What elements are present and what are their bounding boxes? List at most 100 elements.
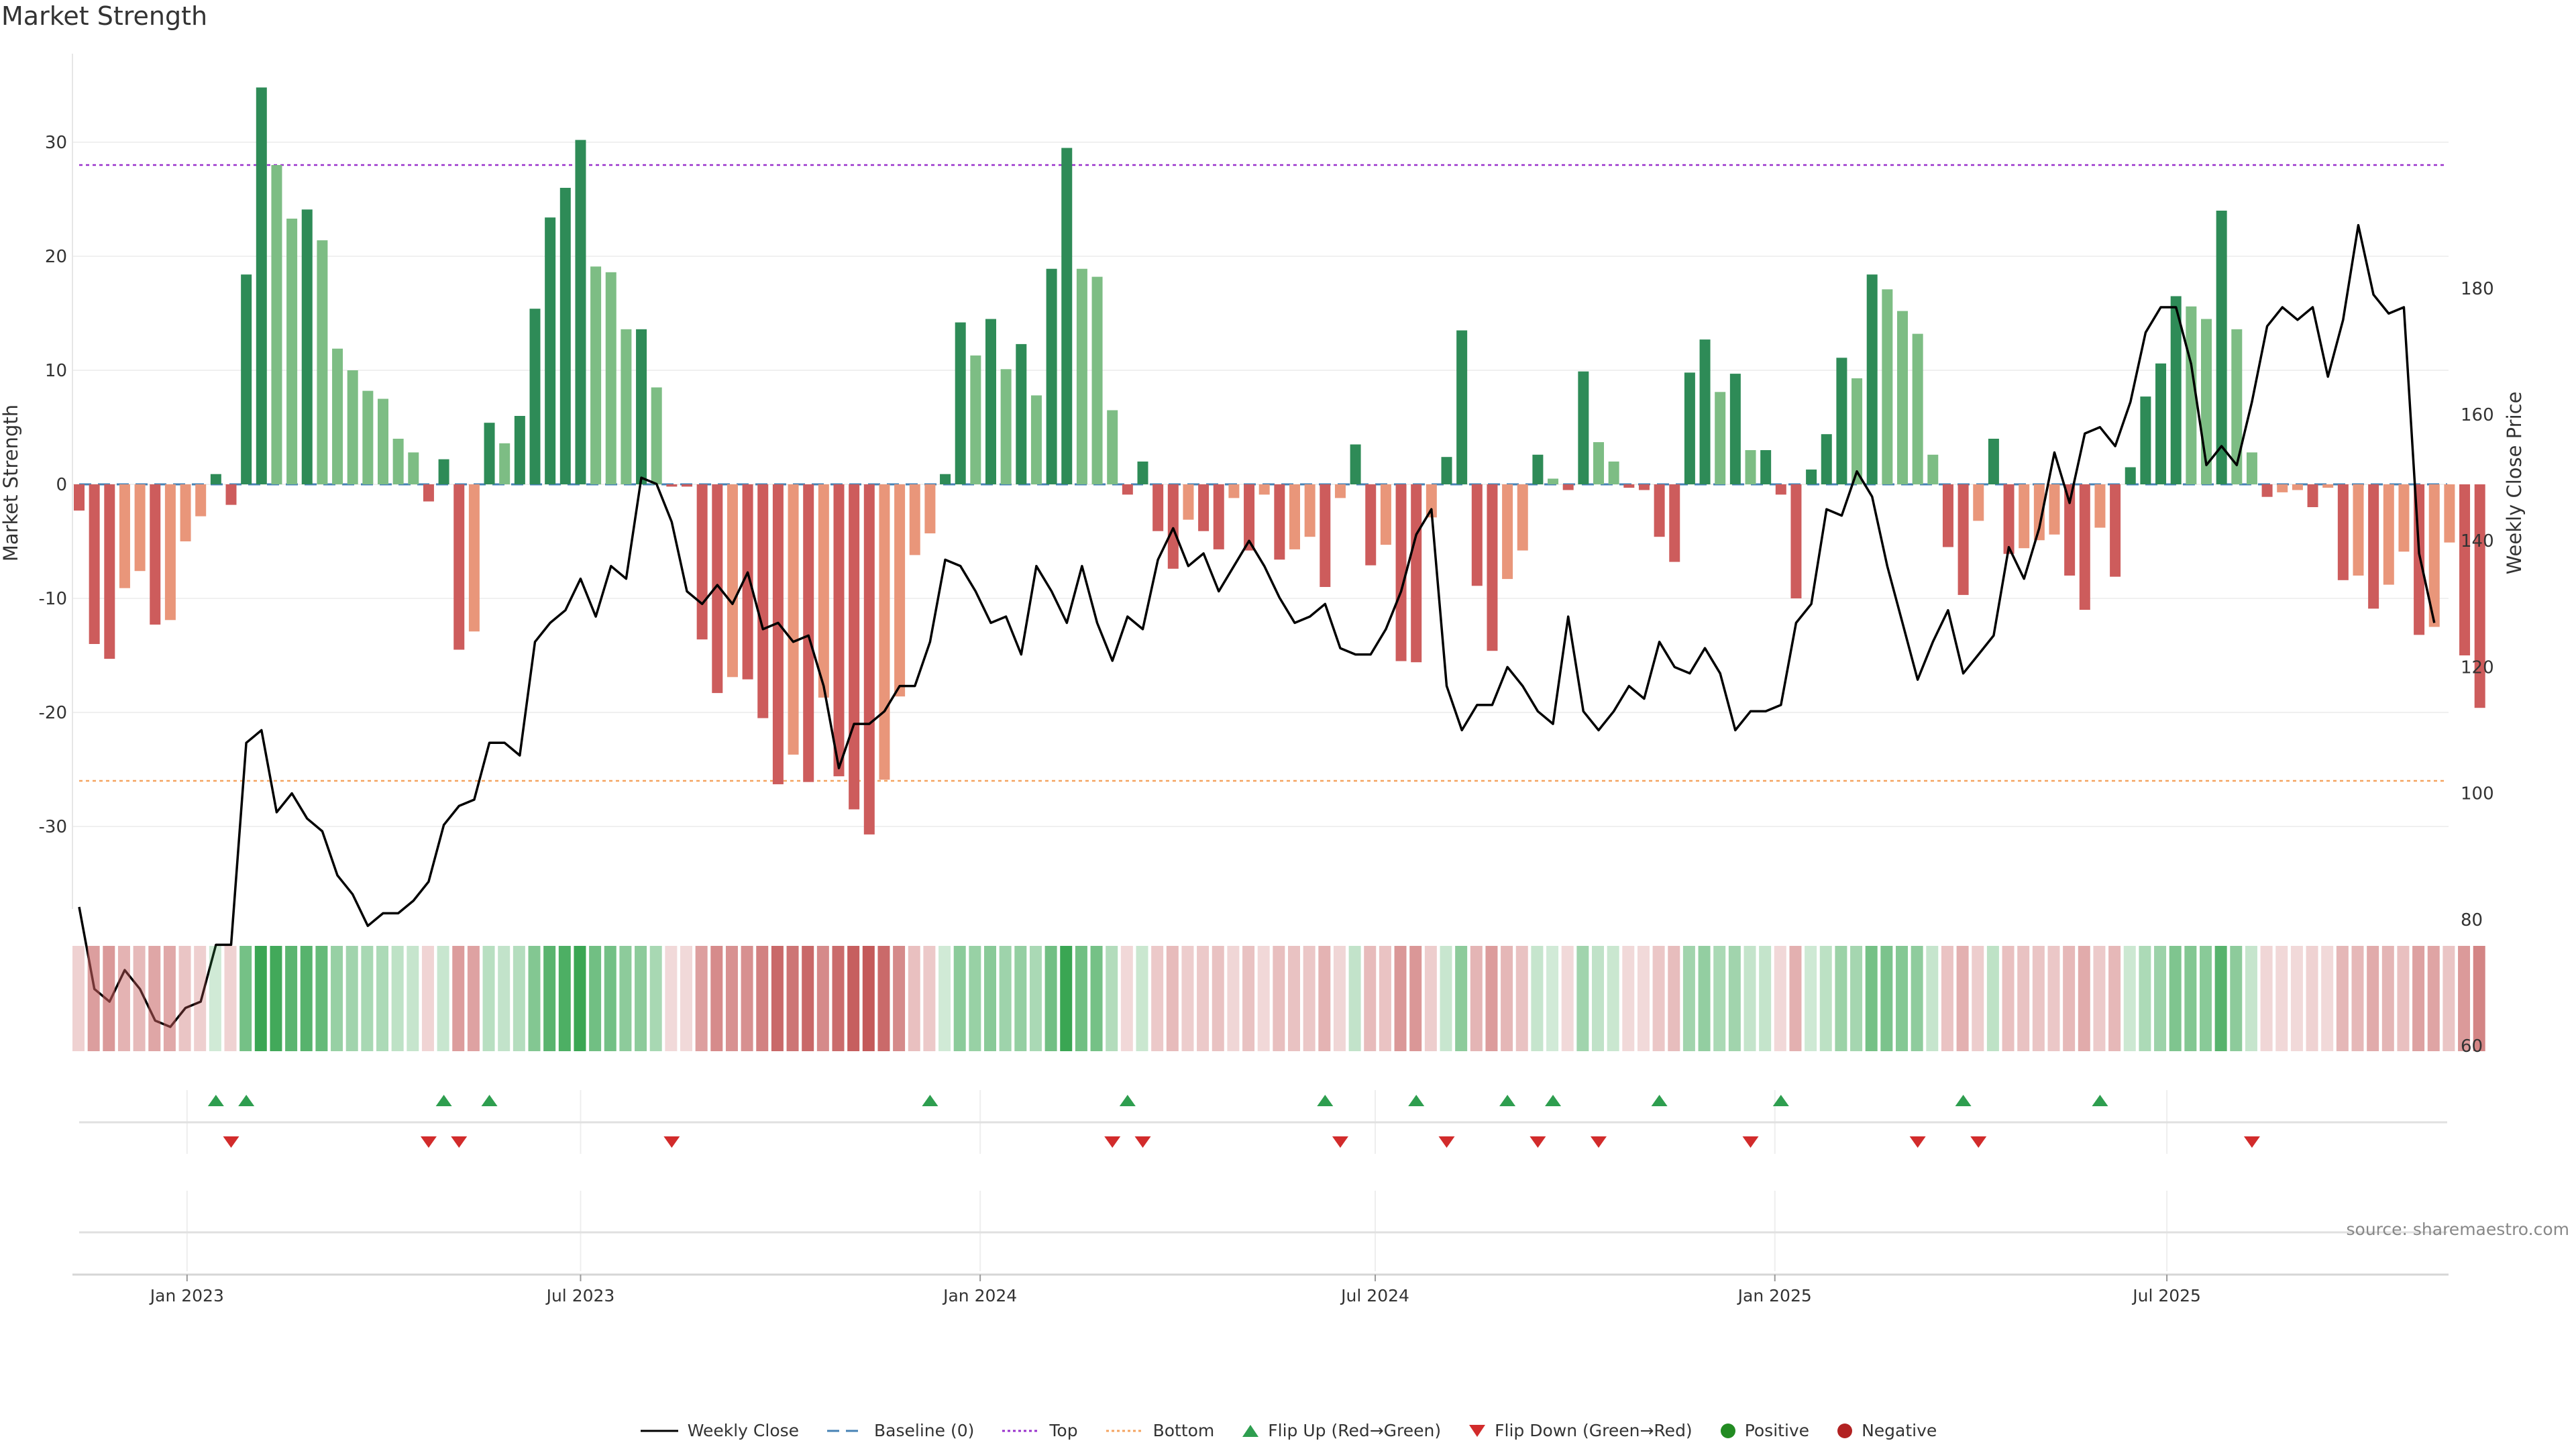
strength-bar: [788, 484, 799, 755]
strength-heat-strip: [72, 946, 2485, 1051]
heat-cell: [893, 946, 906, 1051]
strength-bar: [1851, 378, 1863, 484]
heat-cell: [1865, 946, 1878, 1051]
strength-bar: [1365, 484, 1377, 566]
heat-cell: [1197, 946, 1210, 1051]
heat-cell: [163, 946, 176, 1051]
heat-cell: [1926, 946, 1939, 1051]
flip-up-marker: [435, 1095, 452, 1106]
flip-down-marker: [1909, 1136, 1926, 1148]
strength-bar: [1213, 484, 1224, 549]
heat-cell: [2427, 946, 2440, 1051]
heat-cell: [1850, 946, 1863, 1051]
heat-cell: [802, 946, 814, 1051]
heat-cell: [1333, 946, 1346, 1051]
strength-bar: [2003, 484, 2015, 554]
heat-cell: [300, 946, 313, 1051]
strength-bar: [2307, 484, 2318, 507]
strength-bar: [1532, 454, 1544, 484]
strength-bar: [2216, 211, 2227, 484]
heat-cell: [1014, 946, 1027, 1051]
flip-up-marker: [1317, 1095, 1334, 1106]
strength-bar: [2459, 484, 2471, 655]
strength-bar: [89, 484, 100, 644]
y2-tick-label: 120: [2461, 657, 2494, 678]
strength-bar: [1912, 333, 1923, 484]
heat-cell: [315, 946, 328, 1051]
flip-down-marker: [2243, 1136, 2260, 1148]
heat-cell: [407, 946, 419, 1051]
strength-bar: [301, 209, 313, 484]
heat-cell: [1288, 946, 1300, 1051]
heat-cell: [2184, 946, 2197, 1051]
strength-bar: [1198, 484, 1210, 531]
strength-bar: [408, 452, 419, 484]
strength-bar: [682, 484, 692, 487]
strength-bar: [2368, 484, 2379, 609]
heat-cell: [2032, 946, 2045, 1051]
strength-bar: [833, 484, 845, 777]
heat-cell: [467, 946, 480, 1051]
strength-bar: [1745, 450, 1756, 484]
strength-bar: [970, 355, 981, 484]
heat-cell: [1136, 946, 1148, 1051]
heat-cell: [2078, 946, 2090, 1051]
strength-bar: [286, 218, 298, 484]
strength-bar: [1061, 148, 1073, 484]
strength-bar: [378, 398, 388, 484]
strength-bar: [1076, 268, 1087, 484]
strength-bar: [1699, 339, 1711, 484]
heat-cell: [2108, 946, 2121, 1051]
strength-bar: [1578, 371, 1589, 484]
heat-cell: [1060, 946, 1073, 1051]
heat-cell: [2093, 946, 2106, 1051]
heat-cell: [756, 946, 769, 1051]
heat-cell: [178, 946, 191, 1051]
strength-bar: [1046, 268, 1057, 484]
heat-cell: [832, 946, 845, 1051]
strength-bar: [2079, 484, 2090, 610]
strength-bar: [1897, 311, 1908, 484]
x-tick-label: Jan 2023: [149, 1286, 224, 1305]
heat-cell: [194, 946, 207, 1051]
heat-cell: [695, 946, 708, 1051]
heat-cell: [1986, 946, 1999, 1051]
strength-bar: [772, 484, 784, 785]
strength-bar: [955, 322, 966, 484]
strength-bar: [696, 484, 708, 640]
legend-label: Negative: [1862, 1421, 1937, 1440]
heat-cell: [725, 946, 738, 1051]
strength-bar: [924, 484, 936, 534]
strength-bar: [666, 484, 678, 487]
flip-down-marker: [223, 1136, 239, 1148]
strength-bar: [636, 329, 647, 484]
strength-bar: [1623, 484, 1635, 488]
heat-cell: [361, 946, 374, 1051]
heat-cell: [1698, 946, 1711, 1051]
heat-cell: [1515, 946, 1528, 1051]
heat-cell: [1394, 946, 1407, 1051]
strength-bar: [545, 217, 556, 484]
legend-label: Bottom: [1152, 1421, 1215, 1440]
heat-cell: [1759, 946, 1772, 1051]
strength-bar: [1380, 484, 1391, 545]
flip-down-marker: [1970, 1136, 1987, 1148]
source-label: source: sharemaestro.com: [2346, 1220, 2570, 1239]
flip-up-marker: [1651, 1095, 1668, 1106]
strength-bar: [1775, 484, 1786, 495]
heat-cell: [1835, 946, 1847, 1051]
legend-item-negative: Negative: [1836, 1421, 1937, 1440]
x-tick-label: Jul 2025: [2131, 1286, 2201, 1305]
heat-cell: [376, 946, 388, 1051]
axes: [72, 54, 2449, 1276]
heat-cell: [786, 946, 799, 1051]
heat-cell: [2063, 946, 2076, 1051]
strength-bar: [1183, 484, 1194, 520]
heat-cell: [1106, 946, 1118, 1051]
heat-cell: [498, 946, 511, 1051]
flip-up-marker: [207, 1095, 224, 1106]
strength-bar: [134, 484, 146, 572]
strength-bar: [742, 484, 753, 680]
legend: Weekly Close Baseline (0) Top Bottom Fli…: [0, 1421, 2576, 1440]
